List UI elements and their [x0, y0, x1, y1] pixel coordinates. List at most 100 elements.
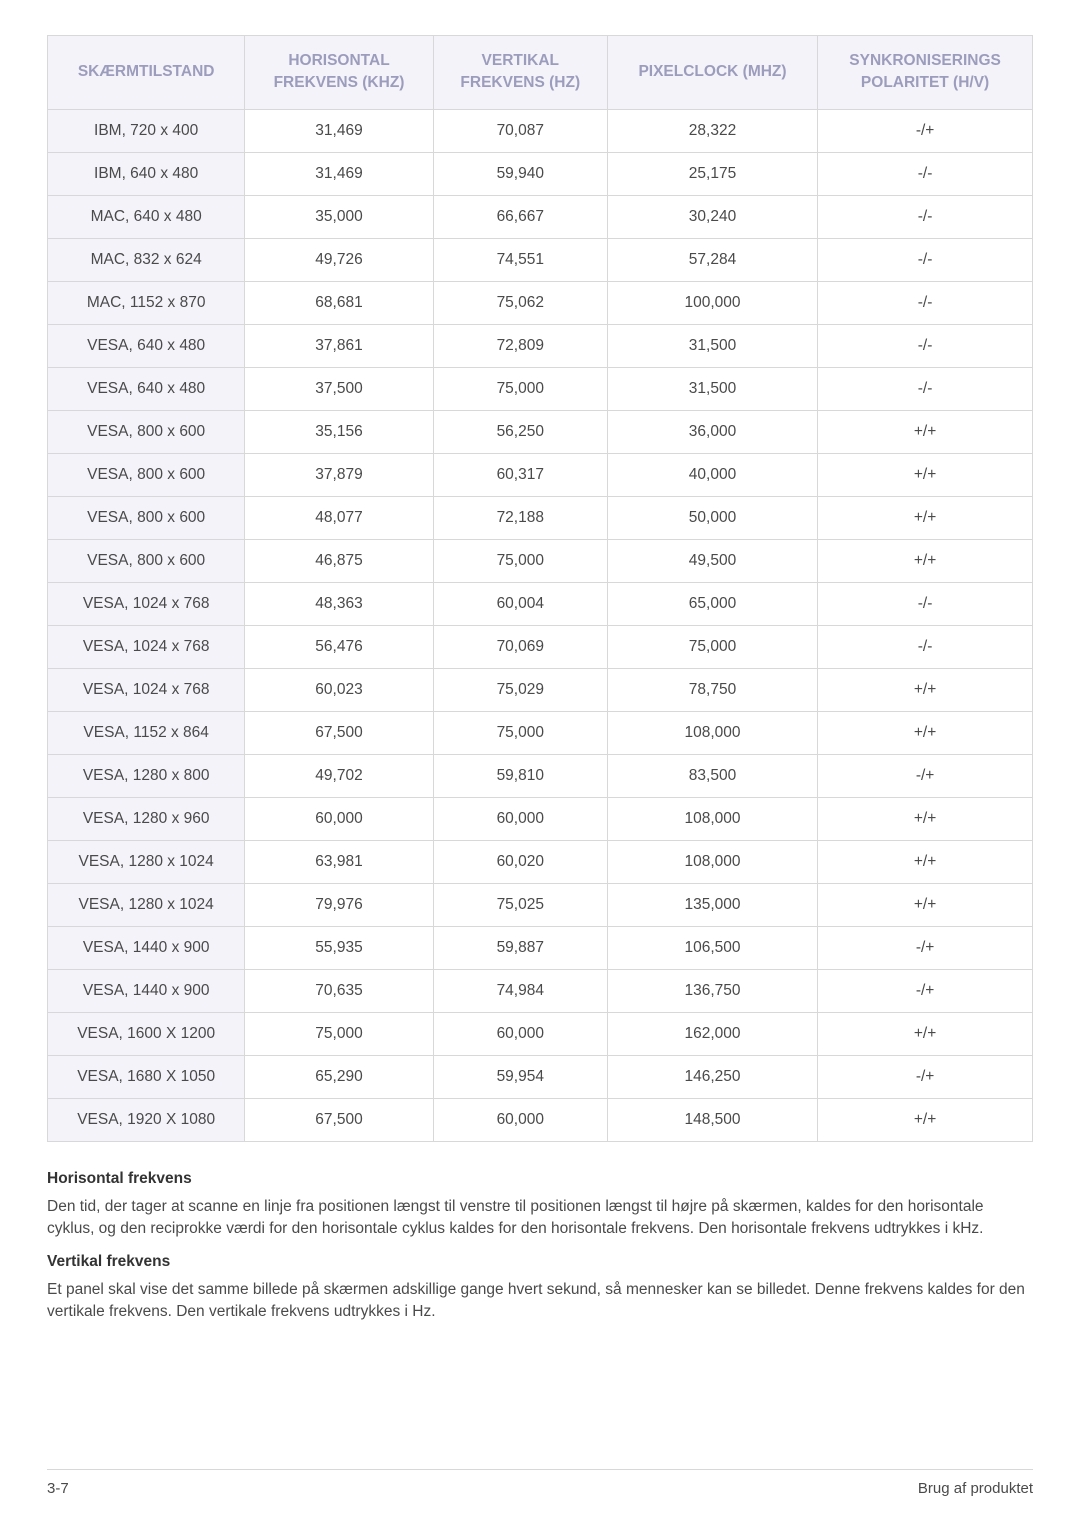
- table-cell: 65,290: [245, 1055, 433, 1098]
- description-sections: Horisontal frekvens Den tid, der tager a…: [47, 1170, 1033, 1323]
- table-cell: 60,000: [433, 1012, 607, 1055]
- table-row: VESA, 1440 x 90055,93559,887106,500-/+: [48, 926, 1033, 969]
- table-cell: 72,188: [433, 496, 607, 539]
- table-cell: VESA, 1920 X 1080: [48, 1098, 245, 1141]
- table-cell: -/-: [818, 152, 1033, 195]
- table-cell: 40,000: [607, 453, 817, 496]
- table-cell: 106,500: [607, 926, 817, 969]
- display-modes-table: SKÆRMTILSTAND HORISONTALFREKVENS (KHZ) V…: [47, 35, 1033, 1142]
- table-cell: 60,000: [433, 797, 607, 840]
- table-cell: 83,500: [607, 754, 817, 797]
- table-cell: 48,363: [245, 582, 433, 625]
- table-cell: VESA, 1680 X 1050: [48, 1055, 245, 1098]
- table-cell: 75,025: [433, 883, 607, 926]
- table-cell: -/+: [818, 926, 1033, 969]
- table-cell: VESA, 800 x 600: [48, 496, 245, 539]
- footer-page-number: 3-7: [47, 1480, 69, 1497]
- table-cell: 67,500: [245, 1098, 433, 1141]
- table-cell: -/-: [818, 195, 1033, 238]
- table-cell: 60,000: [433, 1098, 607, 1141]
- table-cell: 59,954: [433, 1055, 607, 1098]
- table-row: VESA, 1440 x 90070,63574,984136,750-/+: [48, 969, 1033, 1012]
- table-cell: 78,750: [607, 668, 817, 711]
- page-footer: 3-7 Brug af produktet: [47, 1469, 1033, 1497]
- table-cell: -/-: [818, 582, 1033, 625]
- section-heading-horizontal: Horisontal frekvens: [47, 1170, 1033, 1188]
- table-cell: 75,062: [433, 281, 607, 324]
- table-cell: 148,500: [607, 1098, 817, 1141]
- table-cell: 74,551: [433, 238, 607, 281]
- table-cell: 75,000: [607, 625, 817, 668]
- col-header-mode: SKÆRMTILSTAND: [48, 36, 245, 110]
- table-cell: VESA, 640 x 480: [48, 324, 245, 367]
- col-header-polarity: SYNKRONISERINGSPOLARITET (H/V): [818, 36, 1033, 110]
- table-cell: 60,023: [245, 668, 433, 711]
- table-cell: VESA, 1440 x 900: [48, 969, 245, 1012]
- table-cell: 65,000: [607, 582, 817, 625]
- table-cell: 50,000: [607, 496, 817, 539]
- table-cell: MAC, 1152 x 870: [48, 281, 245, 324]
- table-cell: -/+: [818, 109, 1033, 152]
- table-cell: 75,000: [433, 539, 607, 582]
- table-cell: 146,250: [607, 1055, 817, 1098]
- table-cell: 135,000: [607, 883, 817, 926]
- table-row: VESA, 1680 X 105065,29059,954146,250-/+: [48, 1055, 1033, 1098]
- section-body-vertical: Et panel skal vise det samme billede på …: [47, 1279, 1033, 1322]
- table-cell: -/-: [818, 238, 1033, 281]
- table-cell: 136,750: [607, 969, 817, 1012]
- table-cell: MAC, 640 x 480: [48, 195, 245, 238]
- table-cell: 75,000: [433, 367, 607, 410]
- table-cell: VESA, 1280 x 1024: [48, 883, 245, 926]
- table-cell: 75,000: [245, 1012, 433, 1055]
- table-row: VESA, 1152 x 86467,50075,000108,000+/+: [48, 711, 1033, 754]
- table-row: VESA, 800 x 60035,15656,25036,000+/+: [48, 410, 1033, 453]
- table-cell: 37,500: [245, 367, 433, 410]
- table-cell: 25,175: [607, 152, 817, 195]
- table-cell: VESA, 1024 x 768: [48, 625, 245, 668]
- table-cell: -/-: [818, 625, 1033, 668]
- table-cell: 108,000: [607, 840, 817, 883]
- table-row: VESA, 1280 x 80049,70259,81083,500-/+: [48, 754, 1033, 797]
- table-cell: 70,635: [245, 969, 433, 1012]
- table-cell: VESA, 800 x 600: [48, 539, 245, 582]
- table-cell: 79,976: [245, 883, 433, 926]
- table-cell: 30,240: [607, 195, 817, 238]
- table-cell: +/+: [818, 883, 1033, 926]
- table-row: VESA, 1280 x 96060,00060,000108,000+/+: [48, 797, 1033, 840]
- table-cell: VESA, 1280 x 1024: [48, 840, 245, 883]
- table-row: VESA, 800 x 60048,07772,18850,000+/+: [48, 496, 1033, 539]
- table-cell: 31,469: [245, 152, 433, 195]
- table-cell: 49,726: [245, 238, 433, 281]
- table-cell: VESA, 1024 x 768: [48, 582, 245, 625]
- table-body: IBM, 720 x 40031,46970,08728,322-/+IBM, …: [48, 109, 1033, 1141]
- table-cell: 28,322: [607, 109, 817, 152]
- table-row: MAC, 832 x 62449,72674,55157,284-/-: [48, 238, 1033, 281]
- table-cell: 59,810: [433, 754, 607, 797]
- table-row: VESA, 640 x 48037,50075,00031,500-/-: [48, 367, 1033, 410]
- table-cell: 108,000: [607, 797, 817, 840]
- table-row: VESA, 640 x 48037,86172,80931,500-/-: [48, 324, 1033, 367]
- table-cell: 35,000: [245, 195, 433, 238]
- table-cell: 56,476: [245, 625, 433, 668]
- table-row: VESA, 1280 x 102479,97675,025135,000+/+: [48, 883, 1033, 926]
- table-cell: MAC, 832 x 624: [48, 238, 245, 281]
- table-cell: 37,879: [245, 453, 433, 496]
- table-cell: IBM, 720 x 400: [48, 109, 245, 152]
- table-cell: 68,681: [245, 281, 433, 324]
- table-cell: -/+: [818, 1055, 1033, 1098]
- table-cell: VESA, 640 x 480: [48, 367, 245, 410]
- section-heading-vertical: Vertikal frekvens: [47, 1253, 1033, 1271]
- table-cell: 60,317: [433, 453, 607, 496]
- table-cell: 75,000: [433, 711, 607, 754]
- col-header-pixelclock: PIXELCLOCK (MHZ): [607, 36, 817, 110]
- table-row: VESA, 800 x 60037,87960,31740,000+/+: [48, 453, 1033, 496]
- table-row: VESA, 1024 x 76856,47670,06975,000-/-: [48, 625, 1033, 668]
- table-cell: 72,809: [433, 324, 607, 367]
- table-cell: +/+: [818, 410, 1033, 453]
- table-cell: +/+: [818, 797, 1033, 840]
- table-cell: 108,000: [607, 711, 817, 754]
- table-cell: 56,250: [433, 410, 607, 453]
- table-cell: VESA, 800 x 600: [48, 410, 245, 453]
- section-body-horizontal: Den tid, der tager at scanne en linje fr…: [47, 1196, 1033, 1239]
- table-cell: 31,500: [607, 367, 817, 410]
